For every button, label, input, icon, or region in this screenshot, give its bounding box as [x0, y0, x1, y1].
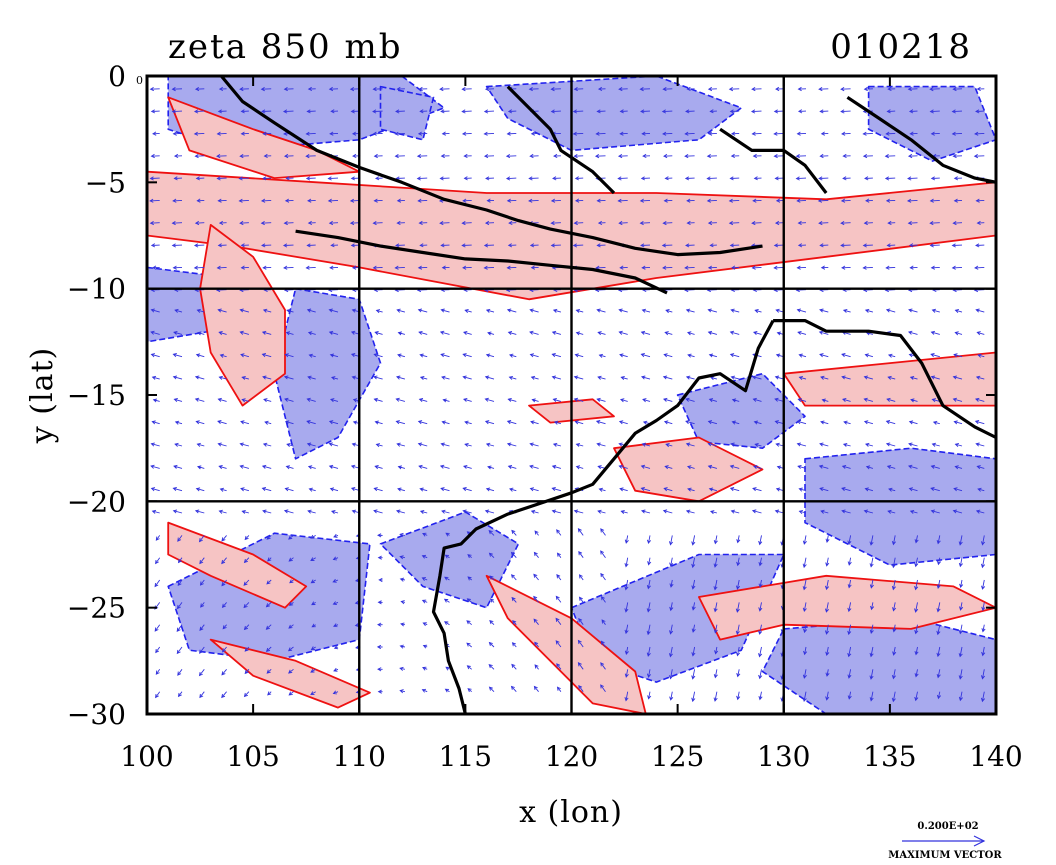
- plot-title: zeta 850 mb: [168, 27, 402, 67]
- negative-vorticity-region: [867, 85, 996, 162]
- y-tick-label: −20: [67, 485, 126, 518]
- wind-vectors: [149, 86, 986, 703]
- wind-vector-field: [149, 86, 986, 703]
- max-vector-arrowhead: [973, 835, 986, 847]
- positive-vorticity-region: [209, 638, 371, 709]
- negative-vorticity-region: [379, 511, 520, 609]
- positive-vorticity-region: [698, 574, 996, 641]
- x-tick-label: 130: [757, 740, 810, 773]
- axis-ticks: [146, 75, 997, 715]
- y-tick-labels: 0 −5 −10 −15 −20 −25 −30: [67, 60, 126, 731]
- coastline: [506, 85, 616, 195]
- y-tick-label: −10: [67, 273, 126, 306]
- y-tick-label: −25: [67, 592, 126, 625]
- x-tick-label: 125: [651, 740, 704, 773]
- coastline: [220, 76, 763, 257]
- negative-vorticity-region: [804, 447, 996, 566]
- x-tick-label: 135: [863, 740, 916, 773]
- coastline: [431, 319, 775, 714]
- plot-date: 010218: [830, 27, 972, 67]
- x-tick-label: 100: [120, 740, 173, 773]
- gridlines: [147, 76, 996, 714]
- positive-vorticity-region: [167, 521, 308, 609]
- coastlines: [220, 76, 996, 714]
- positive-vorticity-region: [199, 223, 286, 407]
- x-tick-label: 120: [545, 740, 598, 773]
- x-axis-label: x (lon): [519, 795, 623, 830]
- negative-vorticity-region: [379, 85, 435, 141]
- x-tick-label: 110: [333, 740, 386, 773]
- x-tick-label: 105: [226, 740, 279, 773]
- coastline: [846, 95, 996, 184]
- max-vector-legend: 0.200E+02 MAXIMUM VECTOR: [888, 821, 1002, 861]
- y-axis-label: y (lat): [25, 347, 60, 444]
- x-tick-label: 140: [969, 740, 1022, 773]
- x-tick-labels: 100 105 110 115 120 125 130 135 140: [120, 740, 1022, 773]
- y-tick-label: −15: [67, 379, 126, 412]
- positive-vorticity-region: [613, 436, 764, 503]
- y-tick-label: −30: [67, 698, 126, 731]
- y-tick-label: 0: [108, 60, 126, 93]
- max-vector-value: 0.200E+02: [917, 821, 978, 832]
- coastline: [773, 319, 996, 439]
- y-tick-label: −5: [85, 166, 126, 199]
- max-vector-label: MAXIMUM VECTOR: [888, 850, 1002, 861]
- x-tick-label: 115: [439, 740, 492, 773]
